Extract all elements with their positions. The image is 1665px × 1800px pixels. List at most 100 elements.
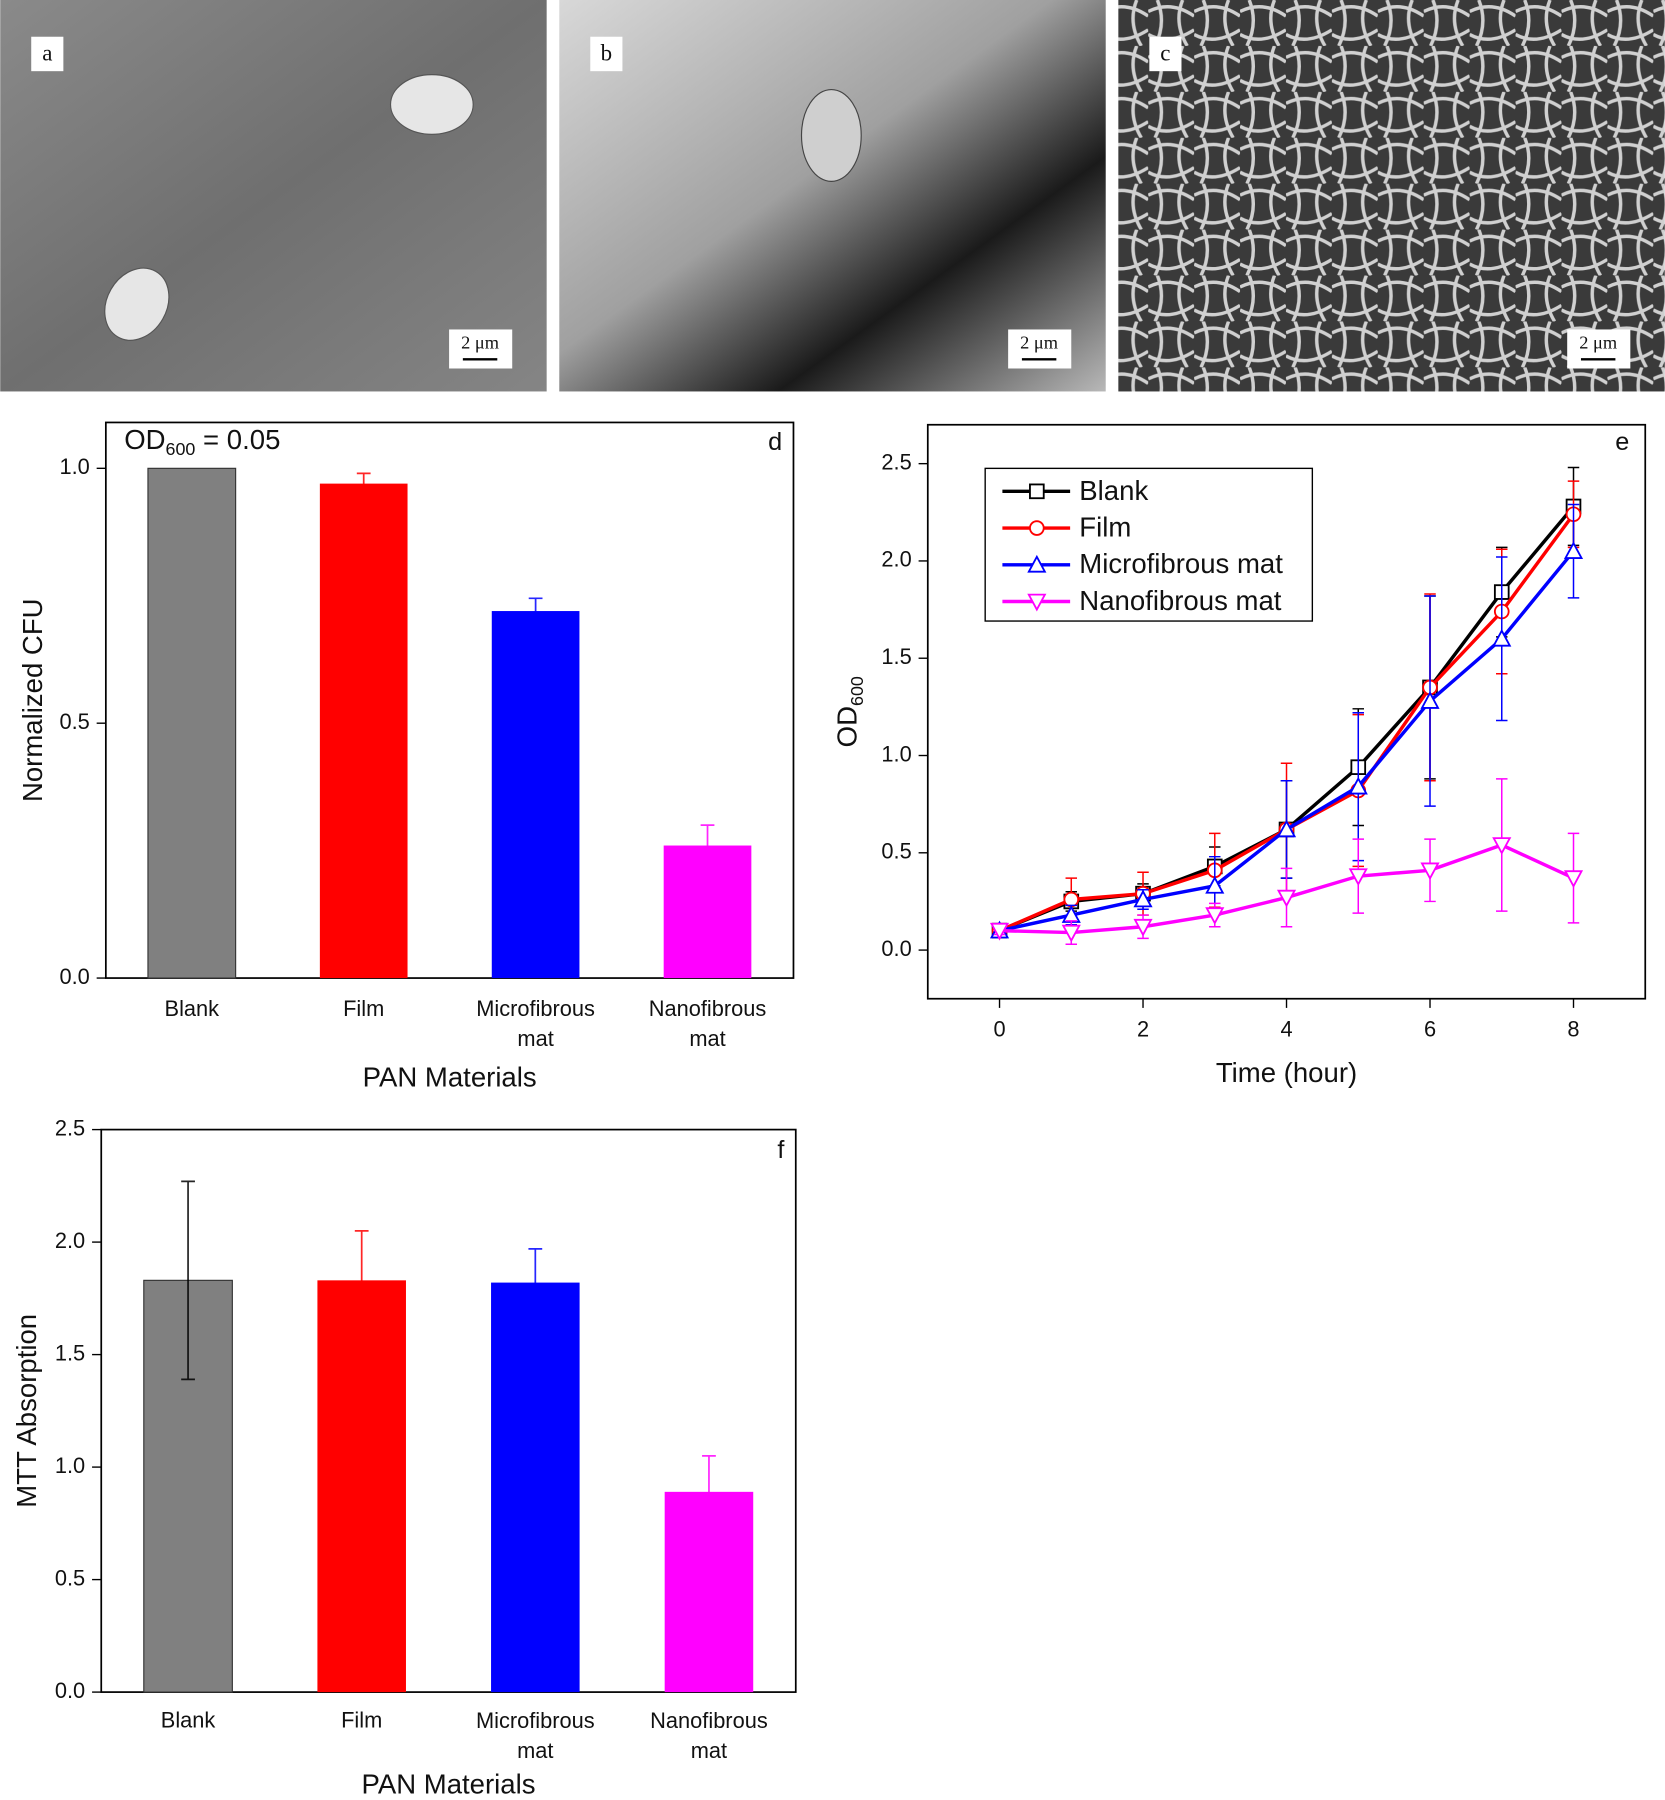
micrograph-c xyxy=(1118,0,1665,392)
marker xyxy=(1563,870,1584,889)
y-tick-label: 2.0 xyxy=(55,1228,85,1253)
panel-label: e xyxy=(1615,428,1629,456)
micrograph-labels: a 2 μm b 2 μm c 2 μm xyxy=(31,36,1631,369)
y-tick-label: 2.5 xyxy=(55,1115,85,1140)
x-tick-label: Blank xyxy=(165,996,220,1021)
x-tick-label: 4 xyxy=(1280,1017,1292,1042)
scale-box xyxy=(449,329,513,369)
panel-label: c xyxy=(1160,40,1170,65)
panel-label: b xyxy=(601,40,612,65)
y-axis-label: OD600 xyxy=(832,676,867,747)
y-tick-label: 0.5 xyxy=(59,709,89,734)
marker xyxy=(1027,554,1047,573)
error-bar xyxy=(181,1180,195,1381)
label-line: Nanofibrous xyxy=(650,1708,768,1733)
scale-bar-label: 2 μm xyxy=(1020,333,1058,353)
x-tick-label: 2 xyxy=(1137,1017,1149,1042)
y-tick-label: 0.5 xyxy=(55,1565,85,1590)
scale-bar-label: 2 μm xyxy=(1579,333,1617,353)
y-tick-label: 0.5 xyxy=(881,839,911,864)
scale-box xyxy=(1008,329,1072,369)
y-axis-label: Normalized CFU xyxy=(17,598,48,802)
legend-label: Blank xyxy=(1079,475,1148,506)
marker xyxy=(1029,520,1045,536)
bar xyxy=(491,1282,580,1693)
label-line: Nanofibrous xyxy=(649,996,767,1021)
cell xyxy=(104,267,170,341)
y-axis-label: MTT Absorption xyxy=(11,1314,42,1508)
x-axis-label: PAN Materials xyxy=(363,1061,537,1092)
scale-bar-label: 2 μm xyxy=(461,333,499,353)
label-line: Microfibrous xyxy=(476,996,595,1021)
y-tick-label: 0.0 xyxy=(881,936,911,961)
label-line: mat xyxy=(691,1738,727,1763)
marker xyxy=(1276,889,1297,908)
x-tick-label: 8 xyxy=(1567,1017,1579,1042)
x-tick-label: Nanofibrous mat xyxy=(649,996,767,1051)
bar xyxy=(319,483,408,979)
error-bar xyxy=(528,1247,543,1318)
marker xyxy=(1133,889,1153,908)
y-tick-label: 1.0 xyxy=(881,741,911,766)
panel-label: a xyxy=(42,40,52,65)
annotation-rest: = 0.05 xyxy=(195,424,280,455)
marker xyxy=(1205,875,1225,894)
marker xyxy=(1492,628,1512,647)
marker xyxy=(1205,907,1225,926)
marker xyxy=(1133,918,1153,937)
x-tick-label: 0 xyxy=(993,1017,1005,1042)
marker xyxy=(1348,868,1368,887)
label-line: mat xyxy=(689,1026,725,1051)
bar xyxy=(663,845,752,979)
label-box xyxy=(31,36,64,72)
marker xyxy=(1063,891,1080,908)
scale-box xyxy=(1567,329,1631,369)
micrograph-a xyxy=(0,0,547,392)
y-tick-label: 1.0 xyxy=(55,1453,85,1478)
y-tick-label: 1.5 xyxy=(55,1340,85,1365)
y-tick-label: 0.0 xyxy=(55,1678,85,1703)
x-tick-label: Microfibrous mat xyxy=(476,996,595,1051)
x-tick-label: Nanofibrous mat xyxy=(650,1708,768,1763)
error-bar xyxy=(702,1454,716,1529)
marker xyxy=(1061,924,1081,943)
x-tick-label: Microfibrous mat xyxy=(476,1708,595,1763)
marker xyxy=(1348,776,1368,795)
x-tick-label: Film xyxy=(341,1708,382,1733)
annotation-main: OD xyxy=(124,424,165,455)
x-tick-label: Blank xyxy=(161,1708,216,1733)
marker xyxy=(989,922,1010,941)
marker xyxy=(1029,483,1045,500)
bar xyxy=(491,611,580,979)
y-tick-label: 2.0 xyxy=(881,547,911,572)
y-tick-label: 1.5 xyxy=(881,644,911,669)
legend-label: Film xyxy=(1079,511,1131,542)
marker xyxy=(1420,691,1440,709)
label-line: mat xyxy=(517,1738,553,1763)
y-axis-label-sub: 600 xyxy=(847,676,867,706)
label-line: Microfibrous xyxy=(476,1708,595,1733)
marker xyxy=(1276,819,1297,838)
y-axis-label-main: OD xyxy=(832,706,863,747)
label-line: mat xyxy=(517,1026,553,1051)
y-tick-label: 1.0 xyxy=(59,454,89,479)
annotation: OD600 = 0.05 xyxy=(124,424,280,459)
annotation-sub: 600 xyxy=(166,439,196,459)
label-box xyxy=(1149,36,1182,72)
x-axis-label: PAN Materials xyxy=(362,1769,536,1800)
x-axis-label: Time (hour) xyxy=(1216,1057,1357,1088)
bar xyxy=(317,1280,406,1693)
plot-frame xyxy=(104,421,795,979)
legend-label: Microfibrous mat xyxy=(1079,548,1283,579)
error-bar xyxy=(528,597,543,625)
panel-label: d xyxy=(768,428,782,456)
legend-label: Nanofibrous mat xyxy=(1079,585,1281,616)
cell xyxy=(800,88,862,182)
error-bar xyxy=(356,472,371,495)
marker xyxy=(1027,593,1047,612)
error-bar xyxy=(354,1229,369,1331)
marker xyxy=(1563,541,1584,560)
x-tick-label: Film xyxy=(343,996,384,1021)
